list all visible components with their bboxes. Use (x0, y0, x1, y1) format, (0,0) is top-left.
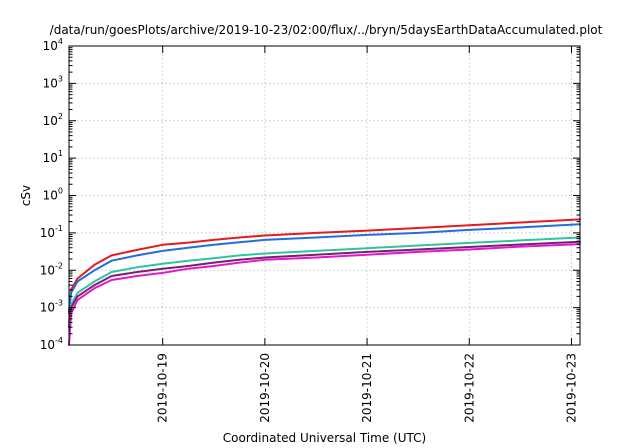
y-tick-label: 10-1 (40, 224, 63, 240)
x-tick-label: 2019-10-21 (360, 353, 374, 423)
x-tick-label: 2019-10-19 (156, 353, 170, 423)
y-tick-label: 104 (43, 37, 63, 53)
series-line-3 (68, 236, 581, 324)
y-tick-label: 10-4 (40, 336, 63, 352)
series-line-2 (68, 223, 581, 315)
y-tick-label: 10-2 (40, 261, 63, 277)
y-tick-label: 10-3 (40, 299, 63, 315)
series-line-1 (68, 218, 581, 313)
x-tick-labels: 2019-10-19 2019-10-20 2019-10-21 2019-10-22… (156, 353, 579, 423)
y-tick-label: 102 (43, 112, 63, 128)
chart-title: /data/run/goesPlots/archive/2019-10-23/0… (50, 23, 603, 37)
y-tick-label: 101 (43, 149, 63, 165)
x-tick-label: 2019-10-23 (564, 353, 578, 423)
series-line-4 (68, 240, 581, 329)
x-axis-label: Coordinated Universal Time (UTC) (223, 431, 426, 445)
x-tick-label: 2019-10-22 (462, 353, 476, 423)
axis-ticks (69, 45, 580, 346)
y-axis-label: cSv (19, 185, 33, 206)
x-tick-label: 2019-10-20 (258, 353, 272, 423)
y-tick-label: 100 (43, 187, 63, 203)
y-tick-labels: 10-4 10-3 10-2 10-1 100 101 102 103 104 (40, 37, 63, 352)
y-tick-label: 103 (43, 74, 63, 90)
series-line-5 (68, 243, 581, 346)
grid-lines (69, 46, 580, 345)
data-series (68, 218, 581, 346)
